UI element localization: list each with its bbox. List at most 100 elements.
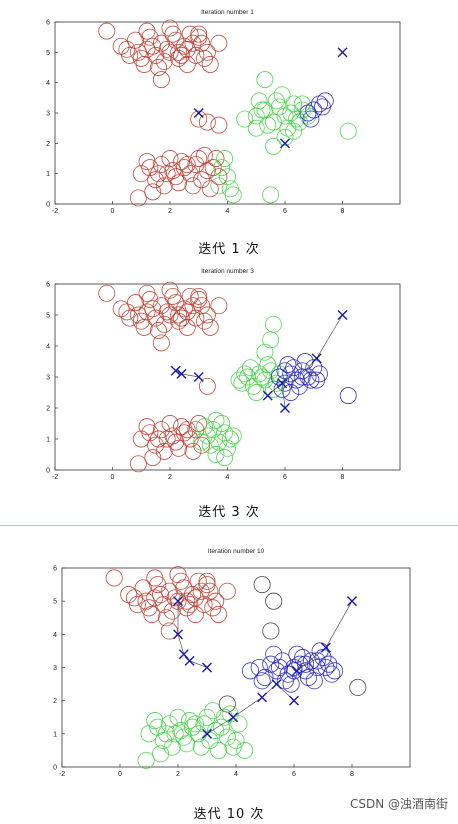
data-point [201, 731, 219, 749]
data-point [259, 356, 277, 374]
data-point [326, 662, 344, 680]
data-point [236, 365, 254, 383]
data-point [150, 165, 167, 183]
y-tick-label: 4 [46, 344, 50, 351]
data-point [216, 424, 234, 442]
data-point [152, 334, 170, 352]
data-point [175, 37, 193, 55]
x-tick-label: 8 [341, 208, 345, 215]
data-point [127, 31, 144, 49]
data-point [204, 599, 222, 617]
data-point [138, 418, 156, 436]
y-tick-label: 1 [53, 731, 57, 738]
data-point [210, 741, 228, 759]
data-point [138, 22, 156, 40]
data-point [152, 745, 170, 763]
data-point [233, 374, 251, 392]
data-point [279, 119, 297, 137]
data-point [98, 284, 116, 302]
data-point [138, 284, 156, 302]
data-point [141, 424, 159, 442]
data-point [308, 658, 326, 677]
data-point [144, 300, 162, 318]
data-point [218, 695, 236, 713]
data-point [178, 421, 196, 439]
plot-frame [54, 21, 401, 205]
data-point [224, 738, 242, 756]
data-point [118, 303, 136, 321]
data-point [279, 356, 297, 374]
data-point [161, 43, 179, 61]
y-tick-label: 0 [46, 468, 50, 475]
centroid-path [206, 683, 295, 735]
data-point [262, 362, 280, 380]
data-point [170, 439, 188, 457]
data-point [170, 43, 188, 61]
data-point [305, 359, 323, 377]
centroid-marker [280, 403, 290, 413]
data-point [282, 384, 300, 401]
data-point [190, 415, 208, 432]
data-point [302, 110, 320, 128]
centroid-marker [262, 390, 273, 401]
data-point [285, 122, 303, 140]
centroid-marker [311, 353, 322, 364]
data-point [207, 150, 225, 167]
data-point [253, 576, 271, 594]
data-point [140, 725, 158, 743]
data-point [169, 566, 187, 584]
data-point [184, 442, 202, 460]
data-point [137, 751, 155, 769]
data-point [152, 297, 170, 315]
x-tick-label: 2 [168, 208, 172, 215]
data-point [135, 56, 153, 73]
data-point [178, 735, 196, 753]
data-point [247, 119, 265, 137]
data-point [253, 672, 271, 690]
data-point [155, 315, 173, 333]
centroid-marker [193, 108, 204, 118]
data-point [181, 595, 199, 614]
chart-panel-1: Iteration number 1 -2 0 2 4 6 8 0 1 2 3 4 5 6 迭代 1 次 [0, 0, 458, 265]
data-point [267, 92, 285, 110]
data-point [187, 309, 205, 327]
x-tick-label: 6 [283, 208, 287, 215]
data-point [120, 586, 138, 604]
data-point [161, 150, 179, 167]
data-point [288, 371, 305, 389]
data-point [146, 589, 164, 607]
data-point [210, 116, 228, 134]
data-point [314, 649, 332, 667]
data-point [265, 592, 283, 610]
data-point [236, 741, 254, 759]
centroid-marker [173, 596, 183, 607]
chart-panel-2: Iteration number 3 -2 0 2 4 6 8 0 1 2 3 4 5 6 迭代 3 次 [0, 264, 458, 526]
data-point [270, 658, 289, 677]
data-point [181, 430, 199, 448]
data-point [270, 368, 288, 386]
data-point [276, 362, 294, 380]
data-point [172, 572, 190, 590]
data-point [244, 377, 262, 395]
data-point [201, 436, 219, 454]
data-point [293, 95, 311, 113]
data-point [157, 725, 175, 743]
data-point [132, 430, 150, 448]
data-point [132, 165, 150, 183]
data-point [256, 71, 274, 89]
data-point [147, 436, 165, 454]
data-point [181, 712, 199, 730]
data-point [201, 582, 219, 600]
data-point [183, 586, 202, 604]
section-divider [0, 525, 458, 526]
data-point [155, 52, 173, 70]
data-point [213, 415, 231, 432]
data-point [138, 303, 156, 321]
data-point [158, 430, 176, 448]
x-tick-label: 6 [292, 771, 296, 778]
data-point [173, 153, 190, 170]
data-point [193, 34, 211, 52]
data-point [190, 287, 208, 305]
data-point [169, 708, 187, 726]
